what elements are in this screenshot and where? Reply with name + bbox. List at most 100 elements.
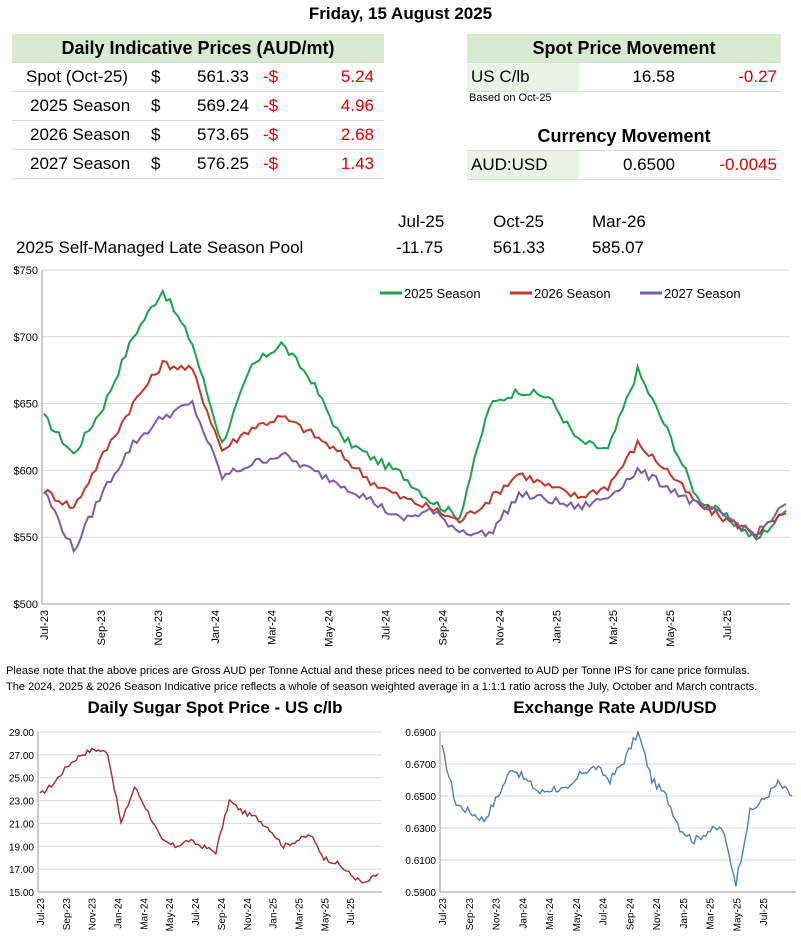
daily-prices-table: Daily Indicative Prices (AUD/mt) Spot (O… (12, 34, 384, 179)
x-tick-label: Nov-23 (153, 610, 165, 645)
pool-header-mar: Mar-26 (592, 212, 646, 231)
y-tick-label: $500 (14, 599, 38, 611)
y-tick-label: 0.6700 (405, 760, 436, 771)
spot-change: -0.27 (675, 62, 781, 92)
y-tick-label: $650 (14, 399, 38, 411)
x-tick-label: May-24 (165, 898, 176, 932)
currency-change: -0.0045 (675, 150, 781, 180)
pool-value-jul: -11.75 (396, 238, 443, 257)
x-tick-label: May-25 (732, 898, 743, 932)
price-change: 2.68 (303, 120, 384, 150)
x-tick-label: Sep-23 (465, 898, 476, 931)
spot-label: US C/lb (467, 62, 579, 92)
x-tick-label: Jul-24 (599, 898, 610, 926)
note-1: Please note that the above prices are Gr… (6, 665, 750, 677)
x-tick-label: Mar-25 (706, 898, 717, 930)
change-sign: -$ (249, 149, 303, 179)
y-tick-label: 29.00 (9, 728, 34, 739)
y-tick-label: 0.6900 (405, 728, 436, 739)
x-tick-label: Jul-23 (39, 610, 51, 640)
table-row: AUD:USD 0.6500 -0.0045 (467, 150, 781, 180)
y-tick-label: 0.5900 (405, 888, 436, 899)
x-tick-label: Jul-23 (36, 898, 47, 926)
pool-value-oct: 561.33 (493, 238, 545, 257)
x-tick-label: Sep-24 (437, 610, 449, 645)
y-tick-label: $600 (14, 465, 38, 477)
currency-symbol: $ (151, 120, 175, 150)
series-line-2025-season (43, 288, 787, 541)
x-tick-label: Jul-24 (191, 898, 202, 926)
table-row: US C/lb 16.58 -0.27 (467, 62, 781, 92)
table-row: 2025 Season $ 569.24 -$ 4.96 (12, 91, 384, 121)
row-label: 2027 Season (12, 149, 151, 179)
series-line-0 (441, 729, 793, 887)
price-value: 561.33 (175, 62, 249, 92)
price-change: 4.96 (303, 91, 384, 121)
y-tick-label: $750 (14, 265, 38, 277)
sugar-chart-title: Daily Sugar Spot Price - US c/lb (87, 698, 343, 717)
season-prices-chart: $500 $550 $600 $650 $700 $750 Jul-23 Sep-23 Nov-… (14, 265, 790, 647)
exchange-rate-chart: 0.5900 0.6100 0.6300 0.6500 0.6700 0.6900 Jul-… (405, 728, 796, 932)
x-tick-label: Mar-25 (608, 610, 620, 645)
currency-symbol: $ (151, 62, 175, 92)
currency-label: AUD:USD (467, 150, 579, 180)
y-tick-label: $550 (14, 532, 38, 544)
x-tick-label: Jan-25 (679, 898, 690, 929)
y-tick-label: 15.00 (9, 888, 34, 899)
x-tick-label: Nov-23 (492, 898, 503, 931)
legend-entry: 2026 Season (534, 286, 611, 301)
row-label: 2025 Season (12, 91, 151, 121)
y-tick-label: 19.00 (9, 842, 34, 853)
currency-value: 0.6500 (579, 150, 675, 180)
legend-entry: 2025 Season (404, 286, 481, 301)
change-sign: -$ (249, 62, 303, 92)
table-row: 2026 Season $ 573.65 -$ 2.68 (12, 120, 384, 150)
y-tick-label: 25.00 (9, 774, 34, 785)
series-line-0 (39, 747, 379, 884)
price-value: 573.65 (175, 120, 249, 150)
fx-chart-title: Exchange Rate AUD/USD (513, 698, 717, 717)
currency-movement-table: Currency Movement AUD:USD 0.6500 -0.0045 (467, 122, 781, 180)
x-tick-label: Jul-24 (381, 610, 393, 640)
x-tick-label: Mar-24 (139, 898, 150, 930)
row-label: Spot (Oct-25) (12, 62, 151, 92)
x-tick-label: Jul-25 (759, 898, 770, 926)
x-tick-label: Mar-24 (267, 610, 279, 645)
row-label: 2026 Season (12, 120, 151, 150)
x-tick-label: Nov-24 (243, 898, 254, 931)
x-tick-label: Mar-24 (545, 898, 556, 930)
x-tick-label: Jan-25 (269, 898, 280, 929)
currency-symbol: $ (151, 91, 175, 121)
note-2: The 2024, 2025 & 2026 Season Indicative … (6, 681, 758, 693)
x-tick-label: Jul-25 (346, 898, 357, 926)
x-tick-label: Jul-25 (722, 610, 734, 640)
daily-prices-title: Daily Indicative Prices (AUD/mt) (12, 34, 384, 63)
y-tick-label: 0.6500 (405, 792, 436, 803)
pool-value-mar: 585.07 (592, 238, 644, 257)
pool-header-jul: Jul-25 (398, 212, 445, 231)
y-tick-label: 27.00 (9, 751, 34, 762)
x-tick-label: May-25 (320, 898, 331, 932)
series-line-2026-season (43, 359, 787, 536)
spot-movement-title: Spot Price Movement (467, 34, 781, 63)
spot-value: 16.58 (579, 62, 675, 92)
y-tick-label: $700 (14, 332, 38, 344)
price-value: 576.25 (175, 149, 249, 179)
sugar-spot-chart: 15.00 17.00 19.00 21.00 23.00 25.00 27.00 29.00… (9, 728, 382, 932)
pool-label: 2025 Self-Managed Late Season Pool (16, 238, 304, 257)
x-tick-label: Nov-24 (652, 898, 663, 931)
change-sign: -$ (249, 120, 303, 150)
x-tick-label: Sep-23 (62, 898, 73, 931)
x-tick-label: Jul-23 (438, 898, 449, 926)
table-row: Spot (Oct-25) $ 561.33 -$ 5.24 (12, 62, 384, 92)
legend-entry: 2027 Season (664, 286, 741, 301)
x-tick-label: May-24 (572, 898, 583, 932)
y-tick-label: 23.00 (9, 797, 34, 808)
x-tick-label: Jan-24 (114, 898, 125, 929)
report-date: Friday, 15 August 2025 (308, 4, 493, 23)
price-value: 569.24 (175, 91, 249, 121)
x-tick-label: Nov-23 (88, 898, 99, 931)
spot-note: Based on Oct-25 (469, 92, 552, 104)
x-tick-label: May-24 (324, 610, 336, 647)
change-sign: -$ (249, 91, 303, 121)
